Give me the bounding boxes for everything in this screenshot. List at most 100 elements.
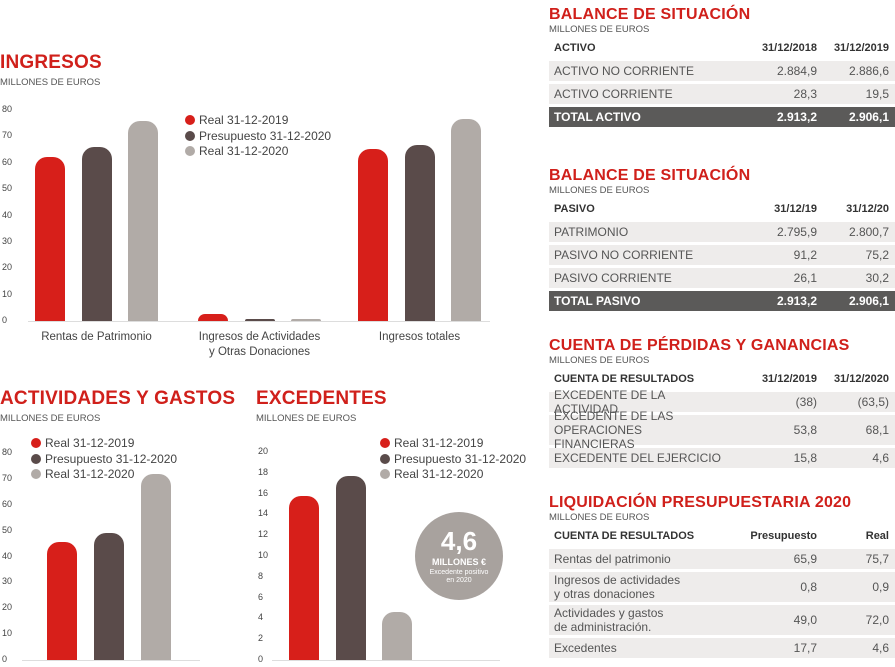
table-cell: CUENTA DE RESULTADOS <box>554 530 695 542</box>
table-row: EXCEDENTE DEL EJERCICIO 15,8 4,6 <box>549 448 895 468</box>
bar <box>358 148 388 321</box>
y-tick-label: 6 <box>258 591 264 602</box>
table-title: CUENTA DE PÉRDIDAS Y GANANCIAS <box>549 337 850 354</box>
legend-label: Real 31-12-2020 <box>45 467 135 481</box>
table-cell: 72,0 <box>865 613 889 627</box>
table-total: TOTAL PASIVO 2.913,2 2.906,1 <box>549 291 895 311</box>
table-cell: ACTIVO <box>554 42 596 54</box>
table-cell: ACTIVO CORRIENTE <box>554 87 673 101</box>
table-cell: 4,6 <box>872 451 889 465</box>
table-cell: 49,0 <box>793 613 817 627</box>
table-cell: 2.913,2 <box>776 294 817 308</box>
table-subtitle: MILLONES DE EUROS <box>549 512 650 523</box>
bar <box>289 495 319 660</box>
legend-dot <box>380 453 390 464</box>
table-title: BALANCE DE SITUACIÓN <box>549 167 751 184</box>
bar <box>335 475 366 660</box>
legend-dot <box>185 115 195 125</box>
bar <box>128 121 158 321</box>
table-cell: (38) <box>795 395 817 409</box>
table-row: Actividades y gastos de administración. 4… <box>549 605 895 635</box>
y-tick-label: 16 <box>258 487 269 498</box>
bar <box>451 118 481 321</box>
annotation-value: 4,6 <box>440 526 478 556</box>
y-tick-label: 30 <box>2 235 13 246</box>
legend-dot <box>380 438 390 448</box>
table-cell: 2.906,1 <box>848 294 889 308</box>
table-cell: 0,9 <box>872 580 889 594</box>
legend-dot <box>380 469 390 479</box>
legend-label: Real 31-12-2020 <box>199 144 289 158</box>
table-cell: Excedentes <box>554 641 617 655</box>
table-subtitle: MILLONES DE EUROS <box>549 185 650 196</box>
y-tick-label: 60 <box>2 156 13 167</box>
table-subtitle: MILLONES DE EUROS <box>549 24 650 35</box>
y-tick-label: 70 <box>2 130 13 141</box>
table-row: ACTIVO NO CORRIENTE 2.884,9 2.886,6 <box>549 61 895 81</box>
table-cell: EXCEDENTE DE LAS OPERACIONES FINANCIERAS <box>554 409 674 451</box>
axis-line <box>272 660 500 661</box>
table-cell: 68,1 <box>865 423 889 437</box>
table-row: PASIVO CORRIENTE 26,1 30,2 <box>549 268 895 288</box>
table: CUENTA DE PÉRDIDAS Y GANANCIAS MILLONES D… <box>549 337 895 468</box>
table-row: EXCEDENTE DE LA ACTIVIDAD (38) (63,5) <box>549 388 895 416</box>
y-tick-label: 10 <box>258 550 269 560</box>
y-tick-label: 12 <box>258 529 269 540</box>
y-tick-label: 60 <box>2 498 13 509</box>
table-cell: 26,1 <box>793 271 817 285</box>
y-tick-label: 8 <box>258 570 264 581</box>
y-tick-label: 18 <box>258 466 269 477</box>
chart-subtitle: MILLONES DE EUROS <box>0 413 101 424</box>
y-tick-label: 14 <box>258 508 269 519</box>
table-cell: 2.906,1 <box>848 110 889 124</box>
table-cell: Actividades y gastos de administración. <box>554 606 664 634</box>
table-cell: ACTIVO NO CORRIENTE <box>554 64 695 78</box>
y-tick-label: 20 <box>2 262 13 273</box>
table-cell: 31/12/2018 <box>761 42 817 54</box>
table: BALANCE DE SITUACIÓN MILLONES DE EUROS PAS… <box>549 167 895 311</box>
y-tick-label: 0 <box>2 654 8 664</box>
x-tick-label: Ingresos de Actividades y Otras Donacion… <box>198 331 321 358</box>
table-cell: TOTAL ACTIVO <box>554 110 641 124</box>
table-cell: 75,2 <box>865 248 889 262</box>
table-cell: TOTAL PASIVO <box>554 294 641 308</box>
legend-label: Presupuesto 31-12-2020 <box>199 128 332 143</box>
legend-label: Real 31-12-2019 <box>45 436 135 450</box>
y-tick-label: 70 <box>2 472 13 483</box>
table-cell: 31/12/19 <box>774 203 817 215</box>
table-cell: Real <box>865 530 889 542</box>
y-tick-label: 0 <box>2 315 8 325</box>
legend-label: Real 31-12-2020 <box>394 467 484 481</box>
table-cell: CUENTA DE RESULTADOS <box>554 373 695 385</box>
table-cell: 31/12/20 <box>846 203 889 215</box>
table-cell: 75,7 <box>865 552 889 566</box>
y-tick-label: 20 <box>2 602 13 613</box>
bar <box>47 541 77 660</box>
axis-line <box>28 321 490 322</box>
table-row: Excedentes 17,7 4,6 <box>549 638 895 658</box>
legend-label: Presupuesto 31-12-2020 <box>394 451 527 466</box>
bar <box>404 145 435 321</box>
annotation-circle: 4,6 MILLONES € Excedente positivo en 2020 <box>415 512 503 600</box>
legend-dot <box>31 469 41 479</box>
table-cell: EXCEDENTE DEL EJERCICIO <box>554 451 721 465</box>
table-subtitle: MILLONES DE EUROS <box>549 355 650 366</box>
y-tick-label: 50 <box>2 183 13 194</box>
y-tick-label: 2 <box>258 633 264 644</box>
legend-label: Real 31-12-2019 <box>394 436 484 450</box>
y-tick-label: 30 <box>2 576 13 587</box>
bar <box>35 156 65 321</box>
table-cell: 65,9 <box>793 552 817 566</box>
bar <box>141 473 171 660</box>
table-cell: PASIVO CORRIENTE <box>554 271 672 285</box>
table-row: ACTIVO CORRIENTE 28,3 19,5 <box>549 84 895 104</box>
table-header: ACTIVO 31/12/2018 31/12/2019 <box>549 38 895 58</box>
axis-line <box>22 660 200 661</box>
table-header: PASIVO 31/12/19 31/12/20 <box>549 199 895 219</box>
chart-subtitle: MILLONES DE EUROS <box>0 77 101 88</box>
table-title: LIQUIDACIÓN PRESUPUESTARIA 2020 <box>549 494 852 511</box>
table-cell: Presupuesto <box>750 530 817 542</box>
y-tick-label: 80 <box>2 104 13 114</box>
table-cell: (63,5) <box>857 395 889 409</box>
chart-title: EXCEDENTES <box>256 388 387 409</box>
